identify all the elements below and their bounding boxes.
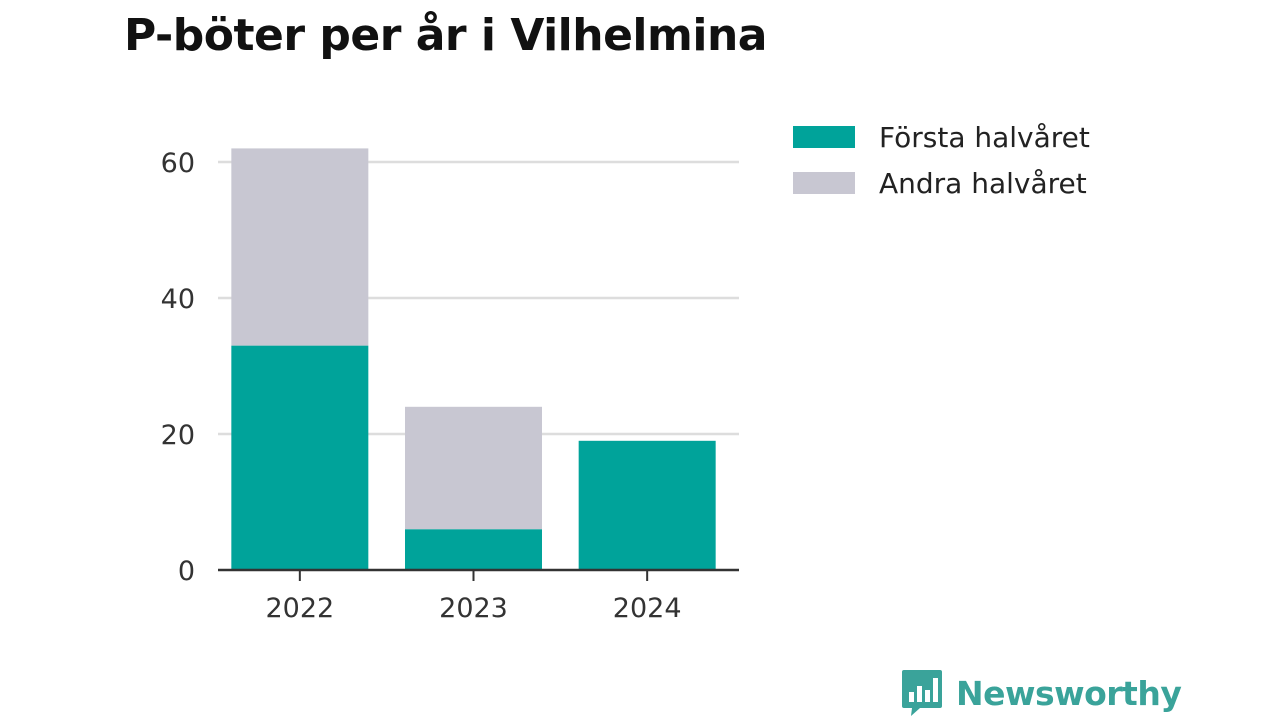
bar-2022-series-0 [231,345,369,570]
legend-label-first-half: Första halvåret [879,120,1090,154]
legend: Första halvåret Andra halvåret [793,114,1090,206]
axes: 0 20 40 60 2022 2023 2024 [161,148,739,624]
x-tick-label-2022: 2022 [265,593,334,624]
y-tick-label-0: 0 [178,556,195,587]
legend-label-second-half: Andra halvåret [879,166,1087,200]
legend-item-second-half: Andra halvåret [793,160,1090,206]
brand: Newsworthy [900,668,1182,718]
y-tick-label-20: 20 [161,420,195,451]
legend-swatch-first-half [793,126,855,148]
chart-title: P-böter per år i Vilhelmina [124,10,767,61]
bar-2023-series-0 [405,529,542,570]
bar-2024-series-0 [578,440,716,570]
y-tick-label-40: 40 [161,284,195,315]
x-tick-label-2024: 2024 [613,593,682,624]
legend-item-first-half: Första halvåret [793,114,1090,160]
brand-name: Newsworthy [956,673,1182,713]
bar-2023-series-1 [405,406,542,530]
bar-2022-series-1 [231,148,369,346]
newsworthy-bar-chart-icon [902,670,942,716]
y-tick-label-60: 60 [161,148,195,179]
bars [231,148,716,570]
legend-swatch-second-half [793,172,855,194]
x-tick-label-2023: 2023 [439,593,508,624]
